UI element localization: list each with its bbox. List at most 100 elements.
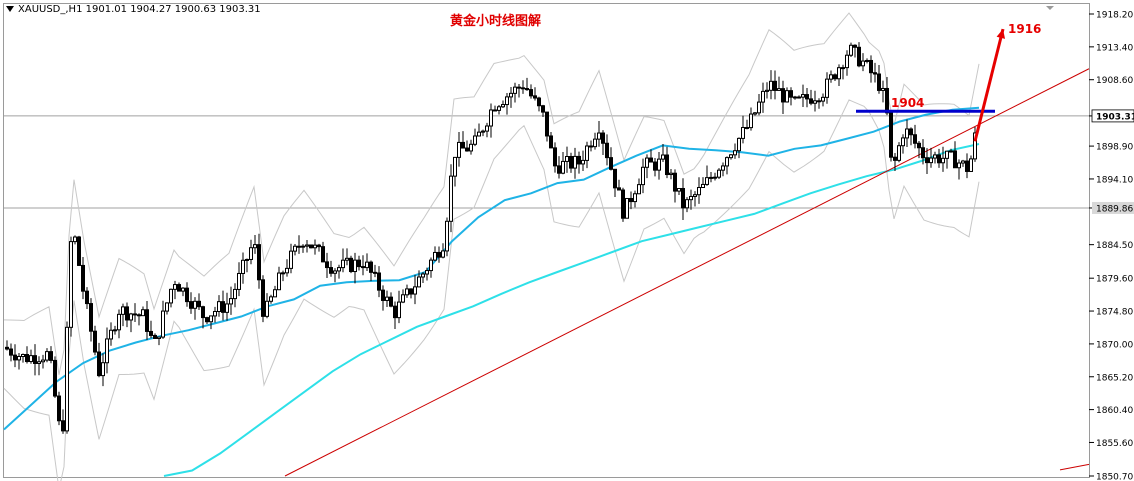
candle-body [189,301,193,309]
candle [765,82,769,99]
moving-average-slow [163,143,980,477]
candle-body [745,127,749,130]
candle [661,143,665,162]
candle [665,146,669,179]
candle [293,244,297,256]
candle [161,300,165,339]
candle [53,356,57,398]
target-label: 1916 [1008,22,1041,36]
candle-body [93,330,97,353]
candle [617,179,621,191]
candle-body [477,131,481,137]
candle [629,191,633,210]
candle-body [305,244,309,247]
candle [921,139,925,165]
candle [961,159,965,167]
candle [65,321,69,434]
candle [677,187,681,195]
candle-body [325,261,329,269]
candle [865,58,869,64]
collapse-triangle-icon[interactable] [6,6,14,12]
candle-body [493,109,497,112]
candle [353,252,357,284]
candle [597,120,601,147]
candle-body [65,326,69,432]
candle [453,156,457,187]
candle [269,294,273,304]
candles-layer [5,42,977,434]
candle [25,346,29,364]
support-trendline [284,68,1090,477]
candle [217,295,221,317]
candle-body [465,147,469,152]
candle [701,177,705,189]
candle-body [161,310,165,338]
candle-body [381,289,385,301]
candle [565,146,569,173]
candle [901,134,905,154]
candle-body [561,160,565,174]
candle [881,80,885,103]
candle [129,312,133,333]
candle-body [673,172,677,192]
candle-body [245,258,249,261]
candle [957,159,961,180]
candle-body [881,87,885,91]
candle [273,285,277,298]
candle-body [201,306,205,319]
candle [369,260,373,282]
candle-body [117,313,121,331]
candle [533,87,537,101]
candle-body [237,272,241,290]
candle [209,315,213,330]
candle-body [41,359,45,363]
candle-body [517,86,521,89]
candle [913,124,917,149]
ohlc-high: 1904.27 [130,4,172,15]
candle [349,255,353,274]
ohlc-low: 1900.63 [174,4,217,15]
moving-average-fast [3,106,980,431]
candle [569,152,573,173]
candle-body [421,273,425,278]
candle-body [497,106,501,111]
candle-body [69,241,73,328]
candle-body [945,150,949,159]
candle [109,322,113,346]
candle-body [461,141,465,149]
candle [185,282,189,307]
candle [89,298,93,342]
candle-body [657,158,661,171]
candle [685,197,689,213]
candle [605,134,609,166]
candle [37,356,41,376]
candle [61,409,65,434]
candle-body [241,259,245,274]
candle [281,270,285,282]
candle-body [733,150,737,156]
candle [589,140,593,152]
candle [481,129,485,137]
candle [849,42,853,58]
candle-body [593,138,597,148]
candle-body [321,246,325,263]
candle-body [213,310,217,317]
candle-body [229,298,233,305]
axis-tick-label: 1879.60 [1096,275,1133,285]
candle-body [941,157,945,164]
candle [721,162,725,177]
candle-body [389,296,393,307]
candle [845,50,849,76]
candle [341,248,345,273]
candle [729,153,733,160]
candle [133,303,137,323]
candle-body [457,141,461,158]
candle [205,316,209,325]
candle [193,297,197,320]
candle-body [685,199,689,209]
candle-body [529,89,533,97]
candle-body [17,355,21,361]
candle-body [697,187,701,196]
